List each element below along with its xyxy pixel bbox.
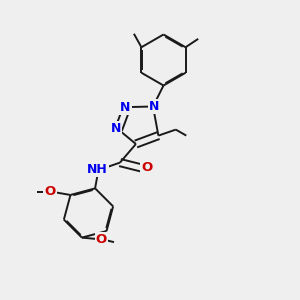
Text: N: N xyxy=(120,100,130,114)
Text: NH: NH xyxy=(87,163,108,176)
Text: O: O xyxy=(96,233,107,246)
Text: O: O xyxy=(44,185,56,198)
Text: N: N xyxy=(149,100,160,113)
Text: O: O xyxy=(141,161,153,174)
Text: N: N xyxy=(111,122,121,135)
